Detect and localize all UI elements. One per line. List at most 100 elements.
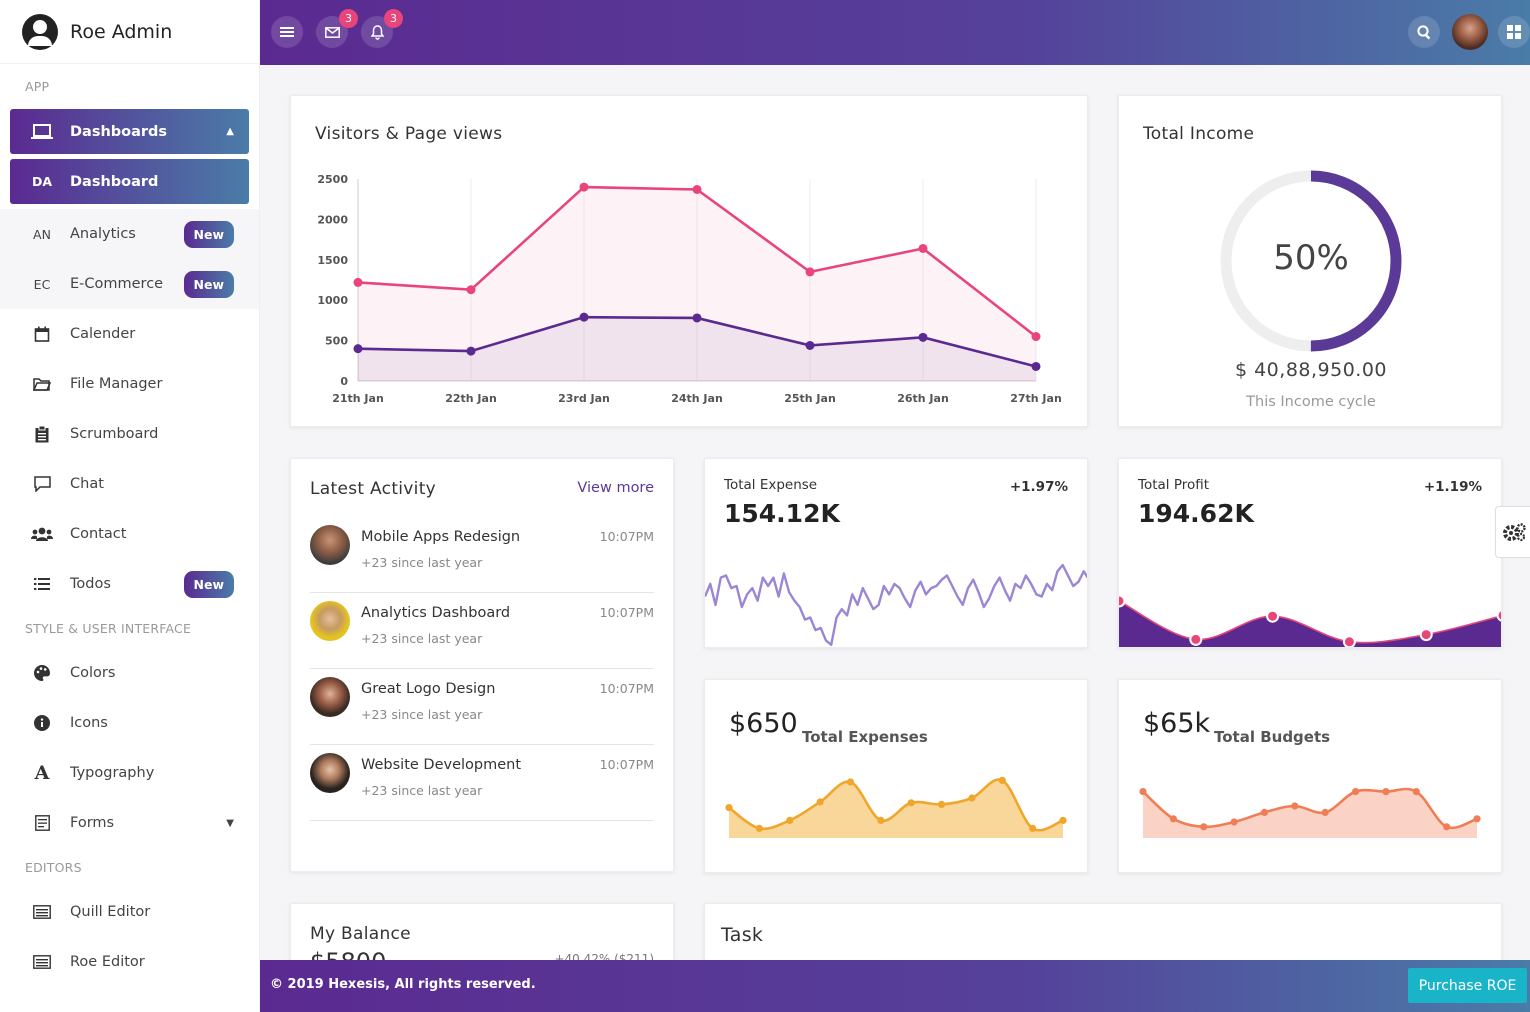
y-tick-label: 0 (340, 375, 348, 388)
activity-time: 10:07PM (599, 757, 654, 772)
profit-area-chart (1119, 594, 1501, 647)
sidebar-item-label: Icons (70, 715, 108, 731)
visitors-chart: 21th Jan 22th Jan 23rd Jan 24th Jan 25th Jan… (317, 173, 1061, 405)
data-point (1342, 635, 1356, 647)
activity-item[interactable]: Great Logo Design +23 since last year 10… (310, 669, 654, 745)
sidebar-item-dashboard[interactable]: DA Dashboard (10, 159, 249, 204)
apps-grid-button[interactable] (1498, 16, 1530, 48)
search-button[interactable] (1408, 16, 1440, 48)
data-point (579, 182, 589, 192)
menu-toggle-button[interactable] (271, 16, 303, 48)
activity-sub: +23 since last year (361, 783, 483, 798)
typography-icon: A (34, 762, 50, 784)
y-tick-label: 2000 (317, 213, 348, 226)
gauge-arc (1220, 170, 1402, 352)
notif-count-badge: 3 (384, 9, 403, 28)
data-point (1496, 609, 1501, 622)
data-point (1412, 788, 1420, 796)
x-tick-label: 26th Jan (897, 392, 949, 405)
gears-icon (1502, 523, 1526, 542)
sidebar-item-todos[interactable]: Todos New (0, 559, 259, 609)
sidebar-item-colors[interactable]: Colors (0, 648, 259, 698)
avatar (310, 677, 350, 717)
mail-button[interactable]: 3 (316, 9, 358, 48)
profit-area (1119, 601, 1501, 647)
activity-sub: +23 since last year (361, 631, 483, 646)
search-icon (1416, 24, 1430, 39)
settings-toggle-button[interactable] (1495, 506, 1530, 558)
activity-item[interactable]: Analytics Dashboard +23 since last year … (310, 593, 654, 669)
data-point (466, 346, 476, 356)
sidebar-item-typography[interactable]: A Typography (0, 748, 259, 798)
sidebar: Roe Admin APP Dashboards ▲ DA Dashboard … (0, 0, 260, 1012)
users-icon (30, 527, 54, 541)
series-area (358, 187, 1036, 381)
sidebar-item-contact[interactable]: Contact (0, 509, 259, 559)
data-point (786, 816, 794, 824)
clipboard-icon (30, 425, 54, 443)
income-card: Total Income 50% $ 40,88,950.00 This Inc… (1118, 95, 1502, 427)
item-abbr: EC (33, 276, 51, 292)
editor-icon (30, 955, 54, 969)
activity-item[interactable]: Mobile Apps Redesign +23 since last year… (310, 517, 654, 593)
data-point (692, 185, 702, 195)
data-point (1200, 823, 1208, 831)
data-point (877, 816, 885, 824)
stat-change: +1.97% (1009, 479, 1068, 495)
area-fill (729, 779, 1063, 838)
sidebar-item-label: File Manager (70, 376, 163, 392)
copyright: © 2019 Hexesis, All rights reserved. (270, 977, 536, 992)
data-point (805, 340, 815, 350)
sidebar-item-chat[interactable]: Chat (0, 459, 259, 509)
sidebar-item-ecommerce[interactable]: EC E-Commerce New (0, 259, 259, 309)
notifications-button[interactable]: 3 (361, 9, 403, 48)
activity-time: 10:07PM (599, 529, 654, 544)
view-more-link[interactable]: View more (577, 480, 654, 496)
card-title: Latest Activity (310, 479, 437, 499)
sidebar-item-file-manager[interactable]: File Manager (0, 359, 259, 409)
new-badge: New (183, 570, 234, 598)
sidebar-item-label: Dashboards (70, 123, 168, 140)
data-point (907, 799, 915, 807)
activity-title: Analytics Dashboard (361, 605, 511, 621)
sidebar-item-icons[interactable]: Icons (0, 698, 259, 748)
activity-item[interactable]: Website Development +23 since last year … (310, 745, 654, 821)
sidebar-item-label: Chat (70, 476, 104, 492)
income-amount: $ 40,88,950.00 (1234, 359, 1388, 381)
data-point (1029, 824, 1037, 832)
sidebar-item-analytics[interactable]: AN Analytics New (0, 209, 259, 259)
topbar: 3 3 (260, 0, 1530, 65)
card-title: Task (721, 924, 764, 946)
expenses-area-chart (725, 776, 1067, 838)
editor-icon (30, 905, 54, 919)
bell-icon (370, 24, 384, 40)
sidebar-item-roe-editor[interactable]: Roe Editor (0, 937, 259, 987)
income-percent: 50% (1273, 238, 1349, 278)
sidebar-item-label: Typography (70, 765, 155, 781)
sidebar-item-label: Scrumboard (70, 426, 159, 442)
income-gauge (1220, 170, 1402, 352)
data-point (725, 804, 733, 812)
footer: © 2019 Hexesis, All rights reserved. Pur… (260, 960, 1530, 1012)
total-expenses-card: $650 Total Expenses (704, 679, 1088, 873)
sidebar-item-forms[interactable]: Forms ▼ (0, 798, 259, 848)
purchase-button[interactable]: Purchase ROE (1408, 968, 1527, 1003)
visitors-card: Visitors & Page views 21th Jan 22th Jan 23… (290, 95, 1088, 427)
sub-menu: AN Analytics New EC E-Commerce New (0, 209, 259, 309)
sidebar-item-calender[interactable]: Calender (0, 309, 259, 359)
section-editors: EDITORS (25, 860, 82, 875)
total-expense-card: Total Expense +1.97% 154.12K (704, 458, 1088, 648)
activity-title: Website Development (361, 757, 522, 773)
sidebar-item-quill-editor[interactable]: Quill Editor (0, 887, 259, 937)
sidebar-item-label: Analytics (70, 226, 136, 242)
stat-label: Total Expenses (802, 728, 928, 746)
section-style-ui: STYLE & USER INTERFACE (25, 621, 192, 636)
data-point (466, 285, 476, 295)
sidebar-item-dashboards[interactable]: Dashboards ▲ (10, 109, 249, 154)
user-avatar[interactable] (1452, 14, 1488, 50)
data-point (579, 312, 589, 322)
data-point (353, 344, 363, 354)
folder-icon (30, 377, 54, 391)
sidebar-item-scrumboard[interactable]: Scrumboard (0, 409, 259, 459)
brand[interactable]: Roe Admin (0, 0, 259, 64)
